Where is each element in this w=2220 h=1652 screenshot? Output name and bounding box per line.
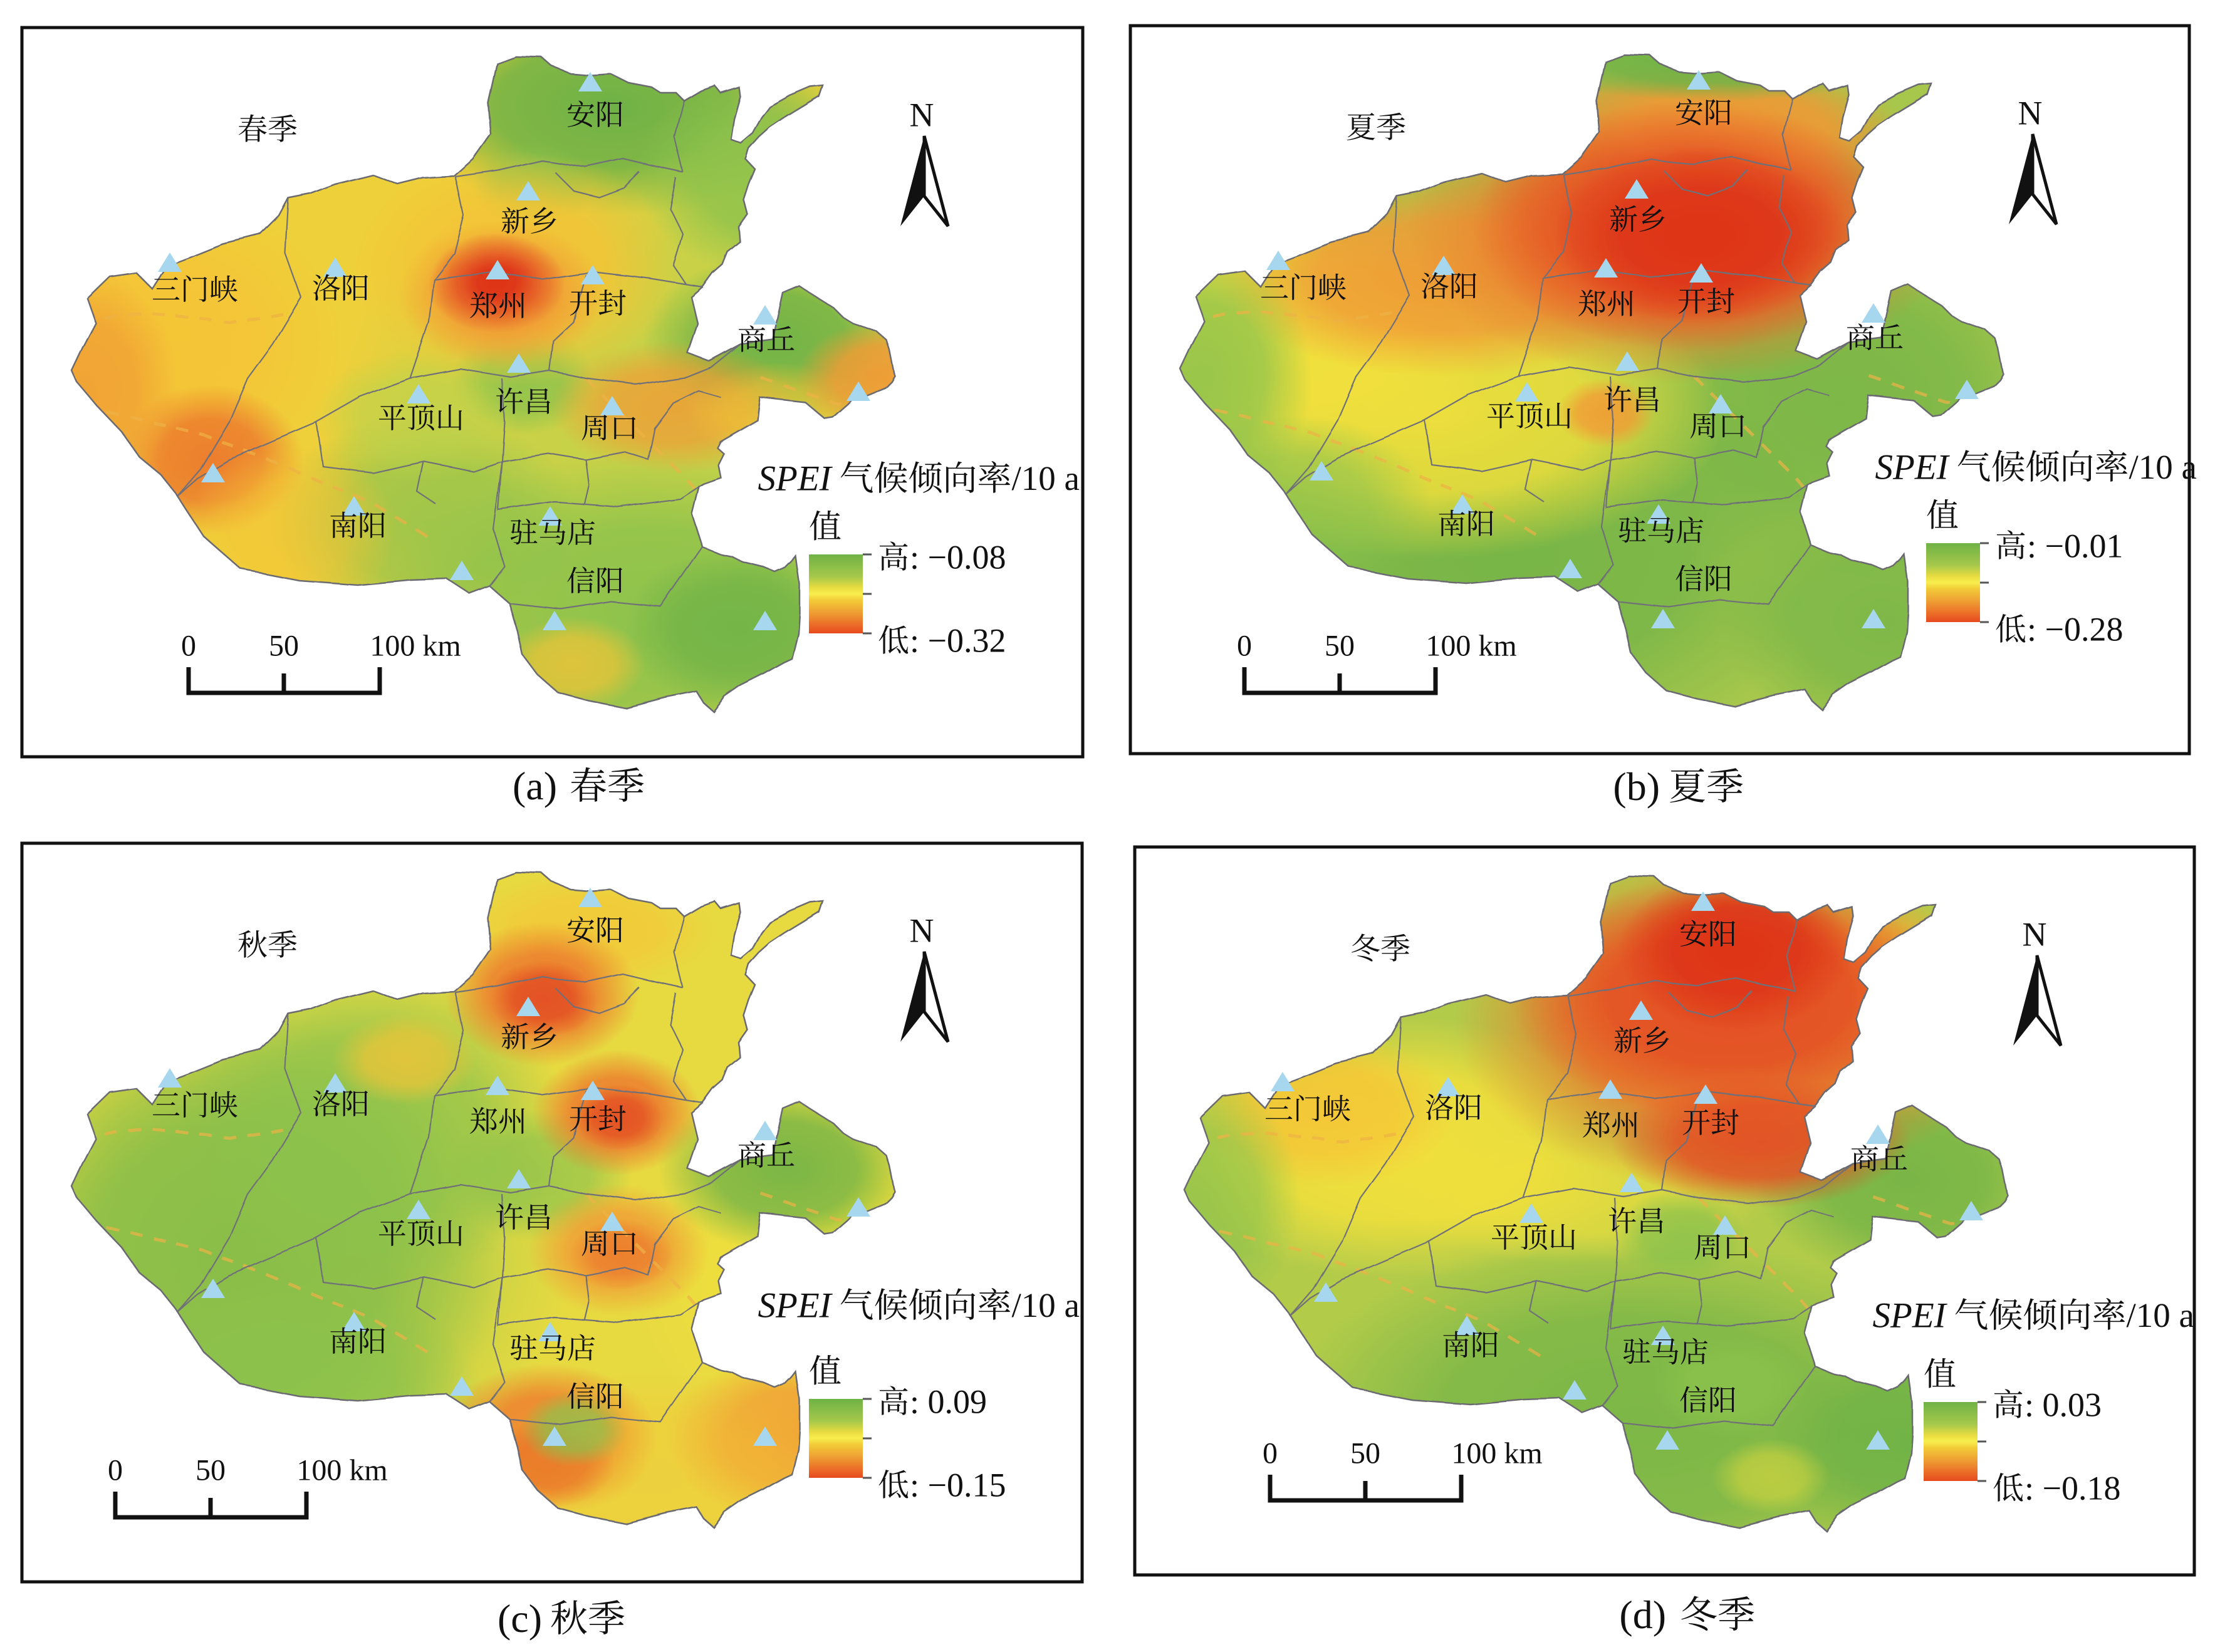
svg-text:50: 50 — [269, 630, 299, 663]
svg-text:: −0.28: : −0.28 — [2027, 611, 2123, 648]
svg-text:0: 0 — [181, 630, 196, 663]
svg-text:(a): (a) — [513, 764, 557, 808]
svg-text:/10 a: /10 a — [1012, 1286, 1080, 1324]
svg-text:SPEI: SPEI — [758, 459, 833, 499]
svg-text:SPEI: SPEI — [758, 1286, 833, 1326]
svg-text:N: N — [2018, 95, 2043, 132]
svg-text:100 km: 100 km — [296, 1454, 387, 1487]
svg-text:: −0.18: : −0.18 — [2025, 1470, 2120, 1507]
svg-text:: −0.32: : −0.32 — [910, 622, 1006, 660]
svg-text:(d): (d) — [1619, 1592, 1666, 1637]
svg-text:SPEI: SPEI — [1875, 448, 1951, 487]
svg-text:N: N — [910, 96, 934, 134]
svg-text:: −0.01: : −0.01 — [2027, 527, 2123, 565]
svg-text:N: N — [2023, 916, 2047, 953]
svg-text:0: 0 — [1237, 630, 1252, 663]
svg-text:: −0.08: : −0.08 — [910, 539, 1006, 576]
svg-text:/10 a: /10 a — [2129, 448, 2197, 486]
svg-text:: −0.15: : −0.15 — [910, 1467, 1006, 1504]
svg-text:50: 50 — [1325, 630, 1355, 663]
svg-text:100 km: 100 km — [1451, 1437, 1542, 1470]
svg-text:/10 a: /10 a — [1012, 459, 1080, 497]
svg-text:50: 50 — [1350, 1437, 1380, 1470]
svg-text:N: N — [910, 912, 934, 950]
svg-text:/10 a: /10 a — [2127, 1296, 2194, 1334]
svg-text:: 0.03: : 0.03 — [2025, 1386, 2102, 1424]
svg-text:0: 0 — [1263, 1437, 1278, 1470]
svg-text:0: 0 — [108, 1454, 123, 1487]
svg-text:SPEI: SPEI — [1873, 1296, 1948, 1336]
svg-text:100 km: 100 km — [370, 630, 461, 663]
svg-text:100 km: 100 km — [1425, 630, 1516, 663]
svg-text:(b): (b) — [1613, 764, 1660, 809]
svg-text:: 0.09: : 0.09 — [910, 1383, 987, 1421]
svg-text:50: 50 — [195, 1454, 226, 1487]
svg-text:(c): (c) — [498, 1596, 542, 1641]
